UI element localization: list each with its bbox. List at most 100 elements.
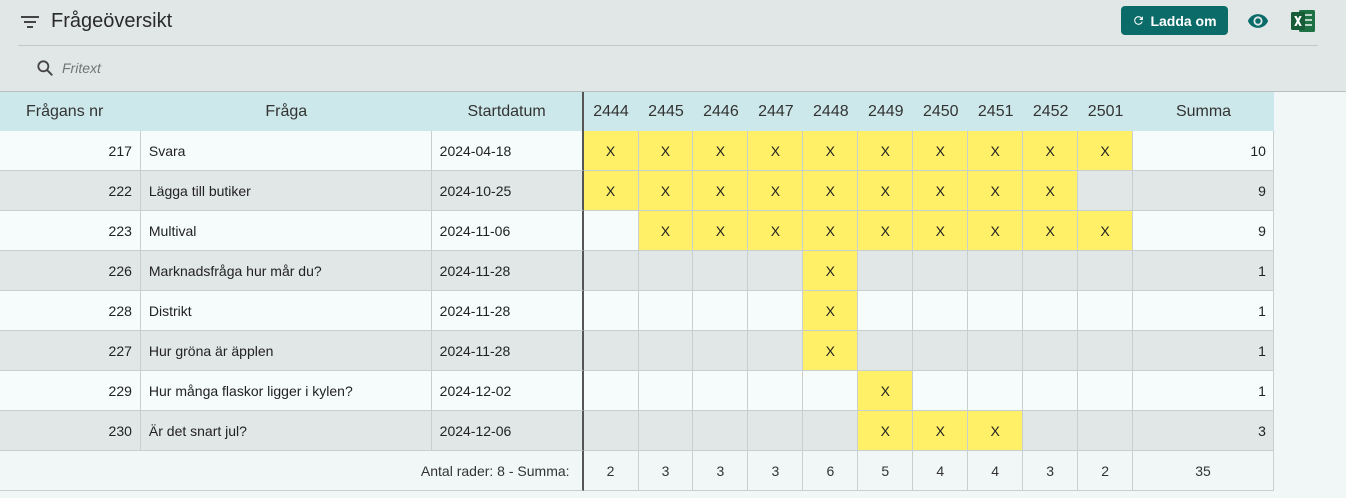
column-header-sum[interactable]: Summa bbox=[1175, 102, 1232, 120]
week-cell[interactable] bbox=[583, 251, 639, 291]
week-cell[interactable] bbox=[968, 291, 1024, 331]
week-cell-active[interactable]: X bbox=[748, 171, 804, 211]
week-cell-active[interactable]: X bbox=[1023, 171, 1079, 211]
week-cell-active[interactable]: X bbox=[858, 371, 914, 411]
week-cell[interactable] bbox=[1078, 411, 1134, 451]
table-row[interactable]: 229 Hur många flaskor ligger i kylen? 2024… bbox=[0, 371, 1274, 411]
week-cell-active[interactable]: X bbox=[858, 211, 914, 251]
week-cell-active[interactable]: X bbox=[748, 211, 804, 251]
week-cell[interactable] bbox=[583, 331, 639, 371]
week-cell-active[interactable]: X bbox=[693, 211, 749, 251]
week-cell-active[interactable]: X bbox=[638, 211, 694, 251]
week-cell[interactable] bbox=[693, 411, 749, 451]
excel-export-icon[interactable] bbox=[1290, 8, 1316, 34]
week-cell[interactable] bbox=[858, 251, 914, 291]
week-cell[interactable] bbox=[858, 331, 914, 371]
week-cell-active[interactable]: X bbox=[583, 131, 639, 171]
column-header-week[interactable]: 2451 bbox=[977, 102, 1014, 120]
week-cell-active[interactable]: X bbox=[1078, 211, 1134, 251]
week-cell[interactable] bbox=[1023, 411, 1079, 451]
table-row[interactable]: 217 Svara 2024-04-18 X X X X X X X X X X 10 bbox=[0, 131, 1274, 171]
week-cell[interactable] bbox=[913, 371, 969, 411]
week-cell[interactable] bbox=[913, 251, 969, 291]
week-cell-active[interactable]: X bbox=[803, 131, 859, 171]
week-cell-active[interactable]: X bbox=[803, 171, 859, 211]
week-cell-active[interactable]: X bbox=[803, 251, 859, 291]
week-cell[interactable] bbox=[803, 371, 859, 411]
week-cell-active[interactable]: X bbox=[1078, 131, 1134, 171]
week-cell-active[interactable]: X bbox=[913, 131, 969, 171]
week-cell[interactable] bbox=[583, 211, 639, 251]
week-cell[interactable] bbox=[1078, 171, 1134, 211]
week-cell[interactable] bbox=[1078, 291, 1134, 331]
week-cell[interactable] bbox=[693, 291, 749, 331]
week-cell[interactable] bbox=[693, 251, 749, 291]
week-cell[interactable] bbox=[968, 371, 1024, 411]
column-header-nr[interactable]: Frågans nr bbox=[26, 102, 104, 120]
week-cell[interactable] bbox=[1078, 371, 1134, 411]
week-cell-active[interactable]: X bbox=[638, 131, 694, 171]
week-cell-active[interactable]: X bbox=[858, 411, 914, 451]
week-cell-active[interactable]: X bbox=[803, 331, 859, 371]
column-header-week[interactable]: 2445 bbox=[648, 102, 684, 120]
week-cell[interactable] bbox=[1023, 291, 1079, 331]
search-input[interactable] bbox=[62, 56, 462, 80]
week-cell-active[interactable]: X bbox=[638, 171, 694, 211]
column-header-week[interactable]: 2450 bbox=[922, 102, 959, 120]
week-cell[interactable] bbox=[638, 291, 694, 331]
week-cell[interactable] bbox=[583, 371, 639, 411]
week-cell[interactable] bbox=[638, 331, 694, 371]
week-cell[interactable] bbox=[968, 251, 1024, 291]
table-row[interactable]: 226 Marknadsfråga hur mår du? 2024-11-28 X 1 bbox=[0, 251, 1274, 291]
week-cell[interactable] bbox=[803, 411, 859, 451]
week-cell[interactable] bbox=[913, 331, 969, 371]
week-cell[interactable] bbox=[693, 371, 749, 411]
week-cell-active[interactable]: X bbox=[748, 131, 804, 171]
week-cell-active[interactable]: X bbox=[803, 291, 859, 331]
eye-icon[interactable] bbox=[1245, 10, 1271, 32]
reload-button[interactable]: Ladda om bbox=[1121, 6, 1228, 35]
week-cell[interactable] bbox=[1078, 251, 1134, 291]
week-cell-active[interactable]: X bbox=[693, 171, 749, 211]
week-cell-active[interactable]: X bbox=[693, 131, 749, 171]
week-cell[interactable] bbox=[748, 291, 804, 331]
week-cell[interactable] bbox=[858, 291, 914, 331]
week-cell[interactable] bbox=[913, 291, 969, 331]
week-cell[interactable] bbox=[1023, 331, 1079, 371]
table-row[interactable]: 222 Lägga till butiker 2024-10-25 X X X X X X X X X… bbox=[0, 171, 1274, 211]
week-cell-active[interactable]: X bbox=[803, 211, 859, 251]
column-header-question[interactable]: Fråga bbox=[265, 102, 308, 120]
week-cell[interactable] bbox=[748, 411, 804, 451]
week-cell-active[interactable]: X bbox=[913, 411, 969, 451]
week-cell[interactable] bbox=[1023, 371, 1079, 411]
week-cell[interactable] bbox=[1078, 331, 1134, 371]
week-cell[interactable] bbox=[1023, 251, 1079, 291]
week-cell[interactable] bbox=[638, 251, 694, 291]
week-cell[interactable] bbox=[748, 331, 804, 371]
column-header-week[interactable]: 2501 bbox=[1087, 102, 1124, 120]
column-header-week[interactable]: 2444 bbox=[593, 102, 629, 120]
week-cell[interactable] bbox=[638, 411, 694, 451]
week-cell[interactable] bbox=[638, 371, 694, 411]
week-cell[interactable] bbox=[748, 251, 804, 291]
week-cell-active[interactable]: X bbox=[968, 411, 1024, 451]
week-cell[interactable] bbox=[748, 371, 804, 411]
column-header-week[interactable]: 2448 bbox=[813, 102, 849, 120]
week-cell[interactable] bbox=[693, 331, 749, 371]
column-header-start[interactable]: Startdatum bbox=[432, 92, 584, 131]
week-cell-active[interactable]: X bbox=[858, 131, 914, 171]
week-cell-active[interactable]: X bbox=[913, 171, 969, 211]
table-row[interactable]: 230 Är det snart jul? 2024-12-06 X X X 3 bbox=[0, 411, 1274, 451]
table-row[interactable]: 228 Distrikt 2024-11-28 X 1 bbox=[0, 291, 1274, 331]
week-cell[interactable] bbox=[583, 411, 639, 451]
table-row[interactable]: 223 Multival 2024-11-06 X X X X X X X X X 9 bbox=[0, 211, 1274, 251]
filter-icon[interactable] bbox=[20, 13, 40, 31]
week-cell-active[interactable]: X bbox=[1023, 211, 1079, 251]
column-header-week[interactable]: 2447 bbox=[758, 102, 794, 120]
week-cell-active[interactable]: X bbox=[968, 211, 1024, 251]
week-cell-active[interactable]: X bbox=[913, 211, 969, 251]
table-row[interactable]: 227 Hur gröna är äpplen 2024-11-28 X 1 bbox=[0, 331, 1274, 371]
week-cell-active[interactable]: X bbox=[968, 131, 1024, 171]
week-cell[interactable] bbox=[583, 291, 639, 331]
week-cell-active[interactable]: X bbox=[583, 171, 639, 211]
